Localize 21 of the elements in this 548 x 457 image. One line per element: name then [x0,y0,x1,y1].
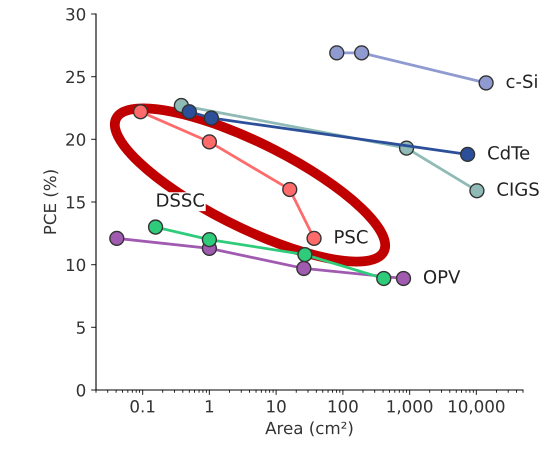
x-tick-label: 10,000 [449,400,504,414]
annotation: CdTe [488,146,530,160]
y-tick-label: 10 [66,258,86,272]
y-tick-label: 30 [66,8,86,21]
y-tick-label: 0 [76,384,86,397]
y-tick-label: 25 [66,70,85,84]
y-tick-label: 15 [66,196,85,209]
x-tick-label: 0.1 [130,400,154,413]
annotation: c-Si [506,74,537,88]
y-axis-title: PCE (%) [43,170,58,234]
annotation: OPV [424,270,460,284]
annotation: DSSC [157,193,204,207]
y-tick-label: 5 [76,322,85,334]
x-tick-label: 1,000 [388,400,432,414]
annotation: PSC [335,230,368,244]
x-axis-title: Area (cm²) [265,421,352,436]
y-tick-label: 20 [66,133,86,146]
annotation: CIGS [497,182,539,196]
x-tick-label: 10 [267,400,286,413]
x-tick-label: 1 [206,400,214,412]
x-tick-label: 100 [328,400,358,413]
